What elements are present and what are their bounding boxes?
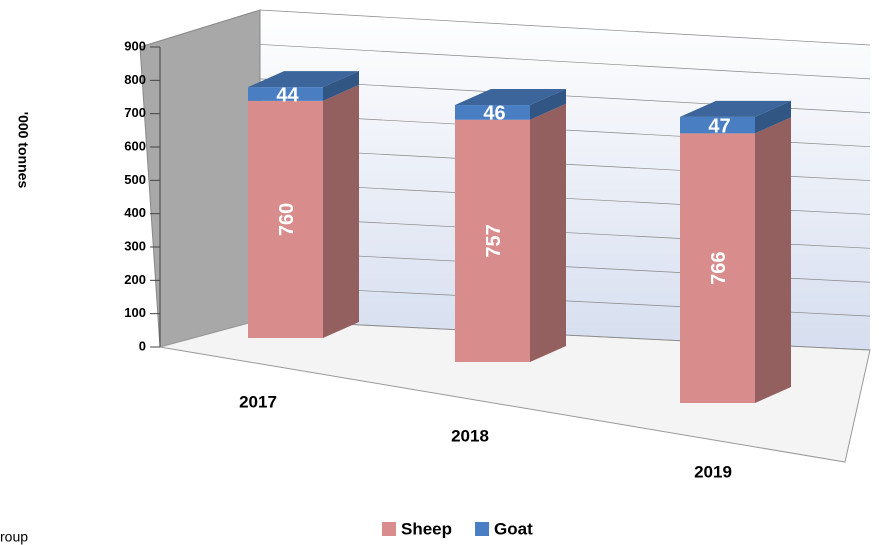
bar xyxy=(455,119,530,362)
footnote: roup xyxy=(0,529,28,545)
y-tick-label: 0 xyxy=(139,338,146,353)
bar xyxy=(248,100,323,338)
y-tick-label: 200 xyxy=(124,272,146,287)
value-label: 44 xyxy=(276,84,299,106)
value-label: 766 xyxy=(708,251,730,284)
y-tick-label: 600 xyxy=(124,138,146,153)
bar xyxy=(455,105,530,120)
y-tick-label: 800 xyxy=(124,72,146,87)
legend-swatch xyxy=(382,522,396,536)
bar-side xyxy=(323,71,359,101)
grid-line xyxy=(259,44,871,80)
y-tick-label: 300 xyxy=(124,238,146,253)
legend-swatch xyxy=(475,522,490,536)
grid-line xyxy=(259,9,871,46)
bar-top xyxy=(680,100,791,117)
value-label: 46 xyxy=(483,103,505,125)
y-tick-label: 100 xyxy=(124,305,146,320)
y-tick-label: 700 xyxy=(124,105,146,120)
value-label: 760 xyxy=(276,203,298,236)
bar xyxy=(248,87,323,101)
bar-top xyxy=(248,71,359,88)
value-label: 47 xyxy=(708,115,730,137)
legend-label: Sheep xyxy=(401,519,452,538)
y-tick-label: 900 xyxy=(124,38,146,53)
bar xyxy=(680,116,755,134)
bar-side xyxy=(755,100,791,134)
bar-top xyxy=(455,89,566,106)
legend-label: Goat xyxy=(494,519,533,538)
bar-side xyxy=(530,89,566,120)
y-tick-label: 500 xyxy=(124,172,146,187)
bar xyxy=(680,133,755,404)
x-tick-label: 2017 xyxy=(239,392,277,411)
value-label: 757 xyxy=(483,224,505,257)
bar-side xyxy=(530,103,566,362)
x-tick-label: 2018 xyxy=(451,426,489,445)
y-tick-label: 400 xyxy=(124,205,146,220)
x-tick-label: 2019 xyxy=(694,462,732,481)
bar-side xyxy=(755,117,791,404)
bar-side xyxy=(323,84,359,338)
side-wall xyxy=(139,9,261,348)
y-axis-label: '000 tonnes xyxy=(15,112,31,189)
